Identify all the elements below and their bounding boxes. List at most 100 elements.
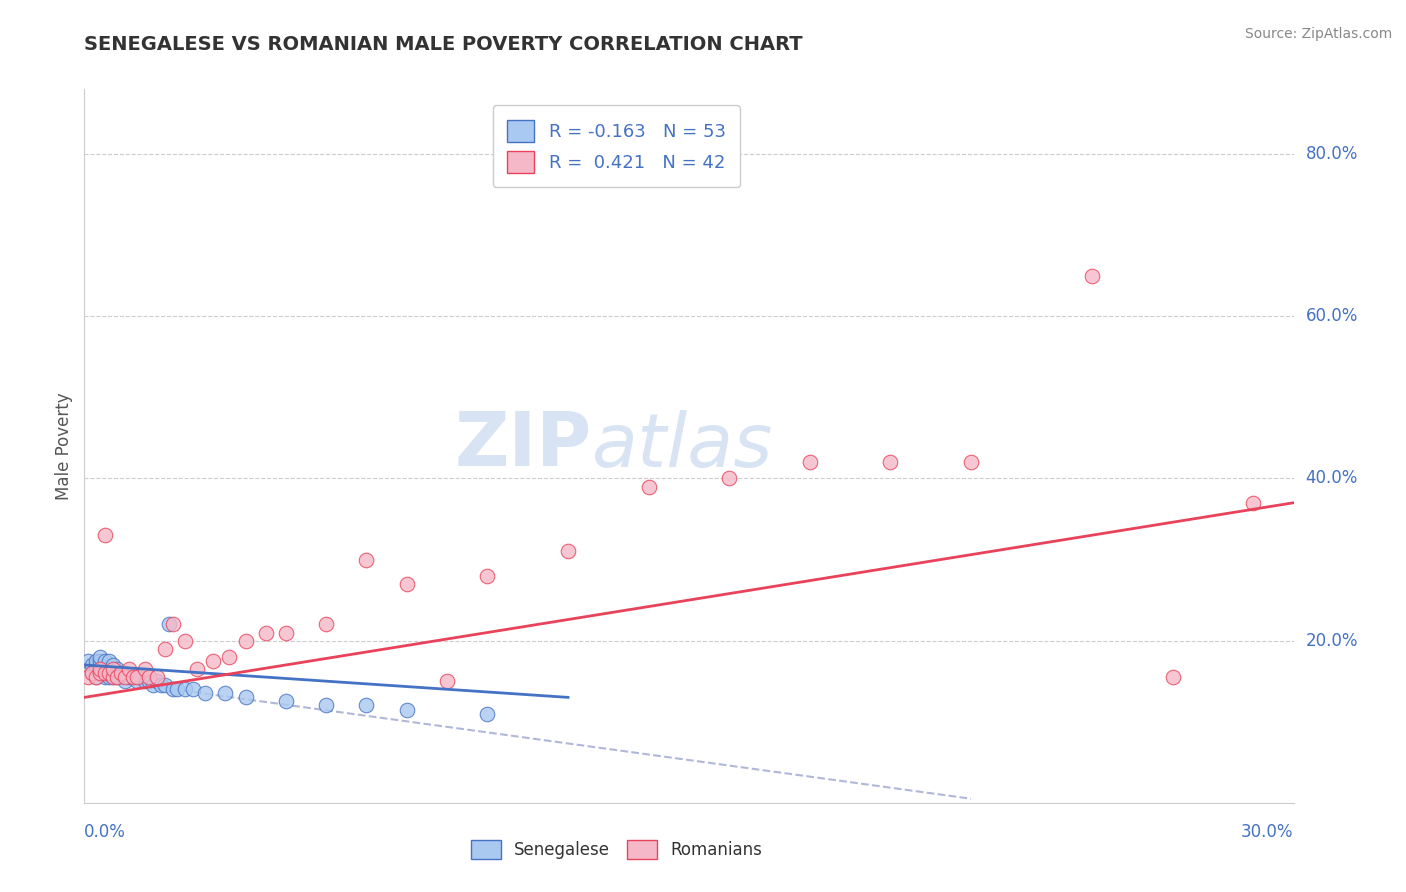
Point	[146, 670, 169, 684]
Text: 40.0%: 40.0%	[1306, 469, 1358, 487]
Point	[134, 662, 156, 676]
Point	[395, 702, 418, 716]
Text: 30.0%: 30.0%	[1241, 823, 1294, 841]
Point	[254, 625, 277, 640]
Point	[93, 666, 115, 681]
Point	[125, 670, 148, 684]
Point	[86, 670, 108, 684]
Point	[86, 657, 108, 672]
Point	[1081, 268, 1104, 283]
Point	[202, 654, 225, 668]
Point	[274, 625, 297, 640]
Point	[82, 666, 104, 681]
Point	[93, 654, 115, 668]
Point	[110, 670, 132, 684]
Point	[105, 670, 128, 684]
Point	[214, 686, 236, 700]
Point	[121, 670, 143, 684]
Point	[101, 670, 124, 684]
Point	[356, 552, 378, 566]
Point	[138, 674, 160, 689]
Point	[101, 657, 124, 672]
Point	[93, 670, 115, 684]
Point	[89, 666, 111, 681]
Point	[557, 544, 579, 558]
Point	[153, 641, 176, 656]
Point	[93, 528, 115, 542]
Point	[157, 617, 180, 632]
Point	[82, 666, 104, 681]
Point	[97, 666, 120, 681]
Point	[162, 617, 184, 632]
Point	[1161, 670, 1184, 684]
Point	[86, 670, 108, 684]
Point	[356, 698, 378, 713]
Point	[101, 670, 124, 684]
Point	[174, 682, 197, 697]
Point	[718, 471, 741, 485]
Point	[1241, 496, 1264, 510]
Point	[146, 674, 169, 689]
Point	[395, 577, 418, 591]
Point	[97, 666, 120, 681]
Point	[121, 670, 143, 684]
Point	[125, 674, 148, 689]
Point	[315, 617, 337, 632]
Text: atlas: atlas	[592, 410, 773, 482]
Point	[181, 682, 204, 697]
Text: ZIP: ZIP	[456, 409, 592, 483]
Point	[477, 568, 499, 582]
Text: Source: ZipAtlas.com: Source: ZipAtlas.com	[1244, 27, 1392, 41]
Text: 20.0%: 20.0%	[1306, 632, 1358, 649]
Point	[142, 678, 165, 692]
Legend: Senegalese, Romanians: Senegalese, Romanians	[464, 833, 769, 866]
Point	[114, 674, 136, 689]
Point	[77, 654, 100, 668]
Text: 0.0%: 0.0%	[84, 823, 127, 841]
Point	[97, 662, 120, 676]
Point	[149, 678, 172, 692]
Point	[86, 654, 108, 668]
Point	[105, 670, 128, 684]
Point	[153, 678, 176, 692]
Point	[89, 654, 111, 668]
Point	[86, 662, 108, 676]
Point	[89, 649, 111, 664]
Point	[235, 633, 257, 648]
Point	[93, 666, 115, 681]
Point	[194, 686, 217, 700]
Point	[82, 657, 104, 672]
Point	[101, 662, 124, 676]
Text: 60.0%: 60.0%	[1306, 307, 1358, 326]
Point	[89, 662, 111, 676]
Point	[162, 682, 184, 697]
Point	[960, 455, 983, 469]
Point	[118, 662, 141, 676]
Point	[89, 662, 111, 676]
Point	[315, 698, 337, 713]
Point	[218, 649, 240, 664]
Point	[134, 674, 156, 689]
Point	[129, 670, 152, 684]
Point	[89, 666, 111, 681]
Point	[89, 657, 111, 672]
Point	[101, 666, 124, 681]
Text: SENEGALESE VS ROMANIAN MALE POVERTY CORRELATION CHART: SENEGALESE VS ROMANIAN MALE POVERTY CORR…	[84, 35, 803, 54]
Point	[97, 670, 120, 684]
Point	[77, 670, 100, 684]
Point	[274, 694, 297, 708]
Point	[477, 706, 499, 721]
Text: 80.0%: 80.0%	[1306, 145, 1358, 163]
Point	[93, 662, 115, 676]
Point	[110, 666, 132, 681]
Point	[879, 455, 901, 469]
Point	[138, 670, 160, 684]
Point	[114, 666, 136, 681]
Point	[799, 455, 821, 469]
Point	[114, 670, 136, 684]
Point	[235, 690, 257, 705]
Point	[110, 666, 132, 681]
Point	[637, 479, 659, 493]
Y-axis label: Male Poverty: Male Poverty	[55, 392, 73, 500]
Point	[105, 662, 128, 676]
